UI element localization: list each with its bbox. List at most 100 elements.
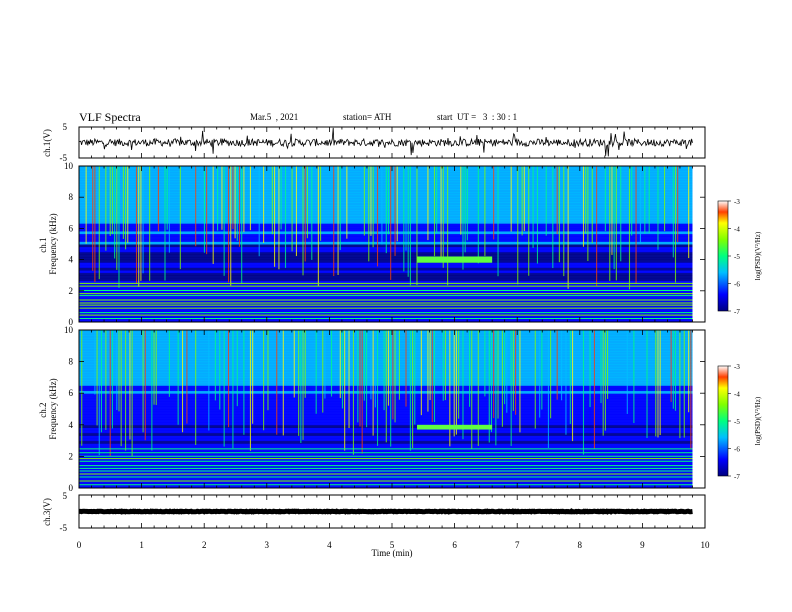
impulse-streak [241,166,243,284]
impulse-streak [223,330,225,447]
impulse-streak [460,166,462,235]
impulse-streak [657,166,659,250]
impulse-streak [280,166,282,230]
impulse-streak [118,166,120,288]
colorbar-tick-label: -7 [734,308,740,316]
ch2-ylabel-line1: ch.2 [38,403,48,418]
impulse-streak [394,166,396,256]
impulse-streak [357,330,359,423]
impulse-streak [346,166,348,239]
impulse-streak [567,166,569,289]
impulse-streak [644,166,646,234]
ch3-waveform-trace [79,508,693,515]
impulse-streak [223,166,225,276]
impulse-streak [166,166,168,230]
ch1-colorbar-label: log(PSD)(V²/Hz) [754,231,762,280]
frequency-band [79,275,693,279]
impulse-streak [374,330,376,408]
impulse-streak [232,330,234,449]
impulse-streak [381,166,383,245]
impulse-streak [510,330,512,446]
impulse-streak [385,166,387,254]
impulse-streak [212,166,214,265]
impulse-streak [195,166,197,247]
impulse-streak [300,330,302,443]
impulse-streak [131,330,133,457]
frequency-band [79,485,693,488]
impulse-streak [552,166,554,269]
time-tick-label: 0 [77,540,82,550]
impulse-streak [604,166,606,232]
impulse-streak [291,166,293,252]
impulse-streak [504,330,506,405]
impulse-streak [556,330,558,400]
impulse-streak [615,166,617,281]
impulse-streak [427,330,429,412]
impulse-streak [409,330,411,451]
impulse-streak [98,330,100,456]
ch2-spectrogram-panel: 0 2 4 6 8 10 ch.2 Frequency (kHz) [38,325,706,493]
frequency-band [79,480,693,484]
impulse-streak [556,166,558,235]
impulse-streak [304,330,306,398]
frequency-band [79,448,693,452]
impulse-streak [203,166,205,253]
impulse-streak [591,166,593,244]
impulse-streak [674,166,677,283]
impulse-streak [532,166,534,248]
impulse-streak [127,166,129,243]
ch1-time-ticks [78,127,706,158]
impulse-streak [186,330,188,424]
start-time-label: start UT = 3 : 30 : 1 [437,112,518,122]
impulse-streak [122,166,124,239]
impulse-streak [565,330,567,435]
impulse-streak [372,330,374,436]
impulse-streak [111,166,113,235]
impulse-streak [670,330,672,402]
time-tick-label: 7 [515,540,520,550]
ch2-colorbar: -3 -4 -5 -6 -7 log(PSD)(V²/Hz) [717,363,762,481]
impulse-streak [234,166,236,239]
frequency-band [79,288,693,292]
impulse-streak [359,330,361,427]
impulse-streak [221,166,223,230]
impulse-streak [635,166,637,285]
frequency-band [79,474,693,478]
impulse-streak [600,330,602,404]
impulse-streak [453,330,455,437]
impulse-streak [390,330,392,447]
impulse-streak [674,330,677,411]
ch3-ytick-bottom: -5 [60,523,68,533]
impulse-streak [317,166,319,287]
impulse-streak [405,166,407,251]
impulse-streak [238,166,241,247]
impulse-streak [348,330,350,429]
impulse-streak [284,166,287,268]
impulse-streak [523,166,525,232]
impulse-streak [464,166,466,253]
impulse-streak [589,330,591,408]
impulse-streak [416,166,418,286]
impulse-streak [114,166,116,259]
impulse-streak [436,166,438,234]
impulse-streak [320,166,322,241]
impulse-streak [276,330,278,435]
impulse-streak [109,330,111,456]
impulse-streak [515,330,517,415]
impulse-streak [392,330,394,420]
impulse-streak [135,166,138,284]
impulse-streak [333,166,335,277]
impulse-streak [116,166,118,270]
impulse-streak [609,166,611,281]
impulse-streak [407,166,409,277]
ch2-spectrogram-image [79,330,693,488]
impulse-streak [236,166,238,241]
impulse-streak [506,330,508,413]
time-tick-label: 3 [265,540,270,550]
impulse-streak [484,166,486,257]
colorbar-tick-label: -3 [734,363,740,371]
impulse-streak [94,166,96,282]
impulse-streak [442,166,444,268]
tone-band [417,424,493,430]
colorbar-tick-label: -3 [734,198,740,206]
